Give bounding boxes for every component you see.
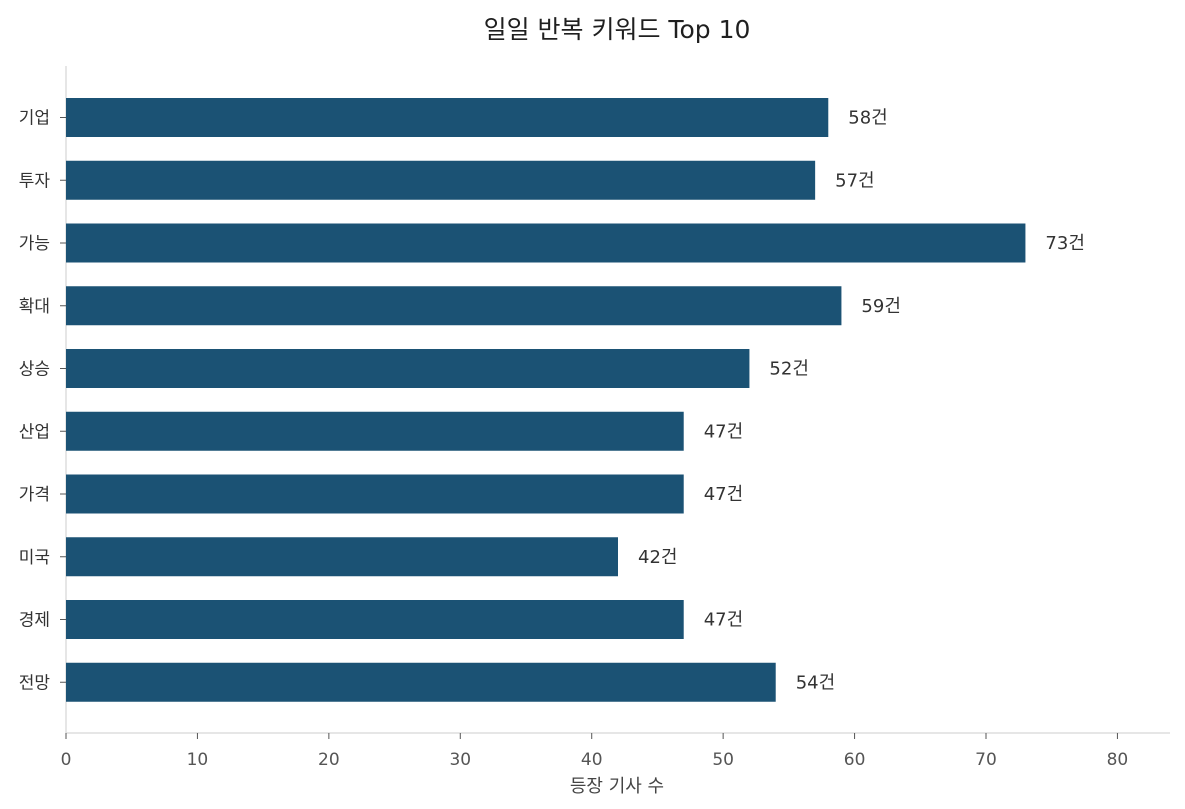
- y-tick-label-4: 상승: [19, 360, 50, 380]
- bar-2: [66, 223, 1026, 263]
- y-tick-label-9: 전망: [19, 673, 51, 693]
- bar-9: [66, 662, 776, 702]
- x-tick-label-4: 40: [581, 750, 603, 770]
- data-label-8: 47건: [704, 610, 743, 631]
- x-tick-label-1: 10: [187, 750, 209, 770]
- bar-7: [66, 537, 618, 577]
- data-label-6: 47건: [704, 484, 743, 505]
- x-tick-label-8: 80: [1107, 750, 1129, 770]
- chart-title: 일일 반복 키워드 Top 10: [484, 15, 751, 44]
- y-tick-label-2: 가능: [19, 234, 50, 254]
- y-tick-label-8: 경제: [19, 611, 50, 631]
- bars-group: [66, 98, 1026, 702]
- data-label-4: 52건: [769, 359, 808, 380]
- x-tick-label-7: 70: [975, 750, 997, 770]
- y-tick-label-0: 기업: [19, 109, 50, 129]
- x-tick-label-2: 20: [318, 750, 340, 770]
- data-label-9: 54건: [796, 672, 835, 693]
- data-label-3: 59건: [861, 296, 900, 317]
- data-label-2: 73건: [1045, 233, 1084, 254]
- data-label-5: 47건: [704, 421, 743, 442]
- data-label-1: 57건: [835, 170, 874, 191]
- bar-3: [66, 286, 842, 326]
- x-axis-label: 등장 기사 수: [570, 776, 664, 797]
- bar-5: [66, 411, 684, 451]
- bar-8: [66, 600, 684, 639]
- data-label-7: 42건: [638, 547, 677, 568]
- bar-0: [66, 98, 829, 137]
- y-tick-label-5: 산업: [19, 422, 50, 442]
- data-labels-group: 58건 57건 73건 59건 52건 47건 47건 42건 47건 54건: [638, 108, 1085, 694]
- x-tick-label-3: 30: [449, 750, 471, 770]
- bar-1: [66, 160, 816, 200]
- y-tick-label-1: 투자: [19, 171, 51, 191]
- bar-4: [66, 349, 750, 388]
- data-label-0: 58건: [848, 108, 887, 129]
- y-tick-label-3: 확대: [19, 297, 50, 317]
- y-tick-label-7: 미국: [19, 548, 50, 568]
- bar-6: [66, 474, 684, 514]
- x-tick-label-6: 60: [844, 750, 866, 770]
- x-tick-label-5: 50: [712, 750, 734, 770]
- x-tick-label-0: 0: [61, 750, 72, 770]
- x-ticks-group: 0 10 20 30 40 50 60 70 80: [61, 733, 1129, 770]
- y-tick-label-6: 가격: [19, 485, 50, 505]
